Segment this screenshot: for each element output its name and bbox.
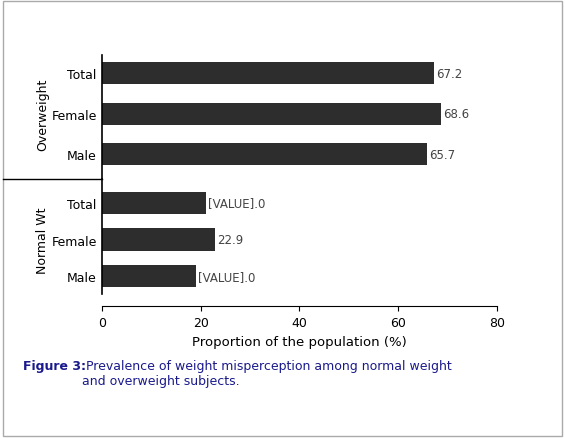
Bar (102, 63, 434, 85)
Bar (102, 103, 441, 126)
Text: Normal Wt: Normal Wt (36, 207, 49, 273)
Text: Overweight: Overweight (36, 78, 49, 151)
Text: Prevalence of weight misperception among normal weight
and overweight subjects.: Prevalence of weight misperception among… (82, 359, 451, 387)
Text: Figure 3:: Figure 3: (23, 359, 86, 372)
Text: 67.2: 67.2 (436, 67, 463, 81)
Text: 65.7: 65.7 (429, 148, 455, 162)
Text: 22.9: 22.9 (218, 233, 244, 247)
Bar (102, 192, 206, 215)
Bar (102, 144, 427, 166)
Text: [VALUE].0: [VALUE].0 (198, 270, 255, 283)
Text: [VALUE].0: [VALUE].0 (208, 197, 266, 210)
X-axis label: Proportion of the population (%): Proportion of the population (%) (192, 335, 407, 348)
Bar (102, 229, 215, 251)
Text: 68.6: 68.6 (444, 108, 470, 121)
Bar (102, 265, 195, 288)
